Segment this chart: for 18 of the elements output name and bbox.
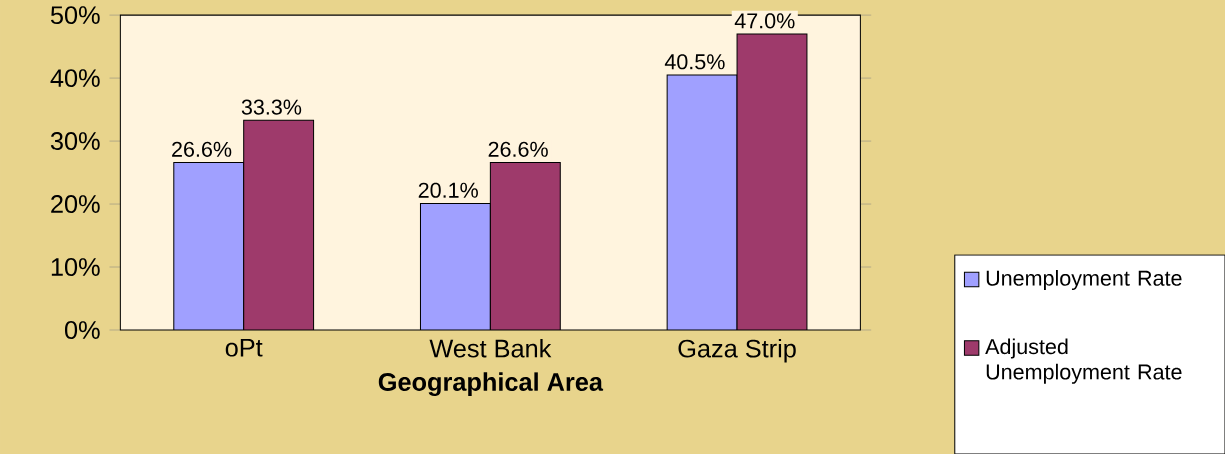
legend-label: Adjusted Unemployment Rate xyxy=(985,338,1182,384)
data-label: 33.3% xyxy=(241,99,302,115)
data-label: 47.0% xyxy=(734,13,795,29)
data-label: 26.6% xyxy=(488,141,548,157)
y-tick-label: 30% xyxy=(50,132,100,151)
y-tick-label: 10% xyxy=(51,258,100,277)
y-tick-label: 40% xyxy=(50,69,100,88)
y-tick-label: 0% xyxy=(64,321,100,339)
legend-label: Unemployment Rate xyxy=(986,269,1182,291)
x-axis-title: Geographical Area xyxy=(378,372,604,397)
data-label: 26.6% xyxy=(172,141,232,157)
x-tick-label: West Bank xyxy=(429,338,552,358)
y-tick-label: 20% xyxy=(51,195,100,214)
y-tick-label: 50% xyxy=(50,6,100,25)
x-tick-label: oPt xyxy=(225,338,263,357)
data-label: 40.5% xyxy=(664,54,725,70)
x-tick-label: Gaza Strip xyxy=(678,338,796,363)
data-label: 20.1% xyxy=(418,182,478,198)
